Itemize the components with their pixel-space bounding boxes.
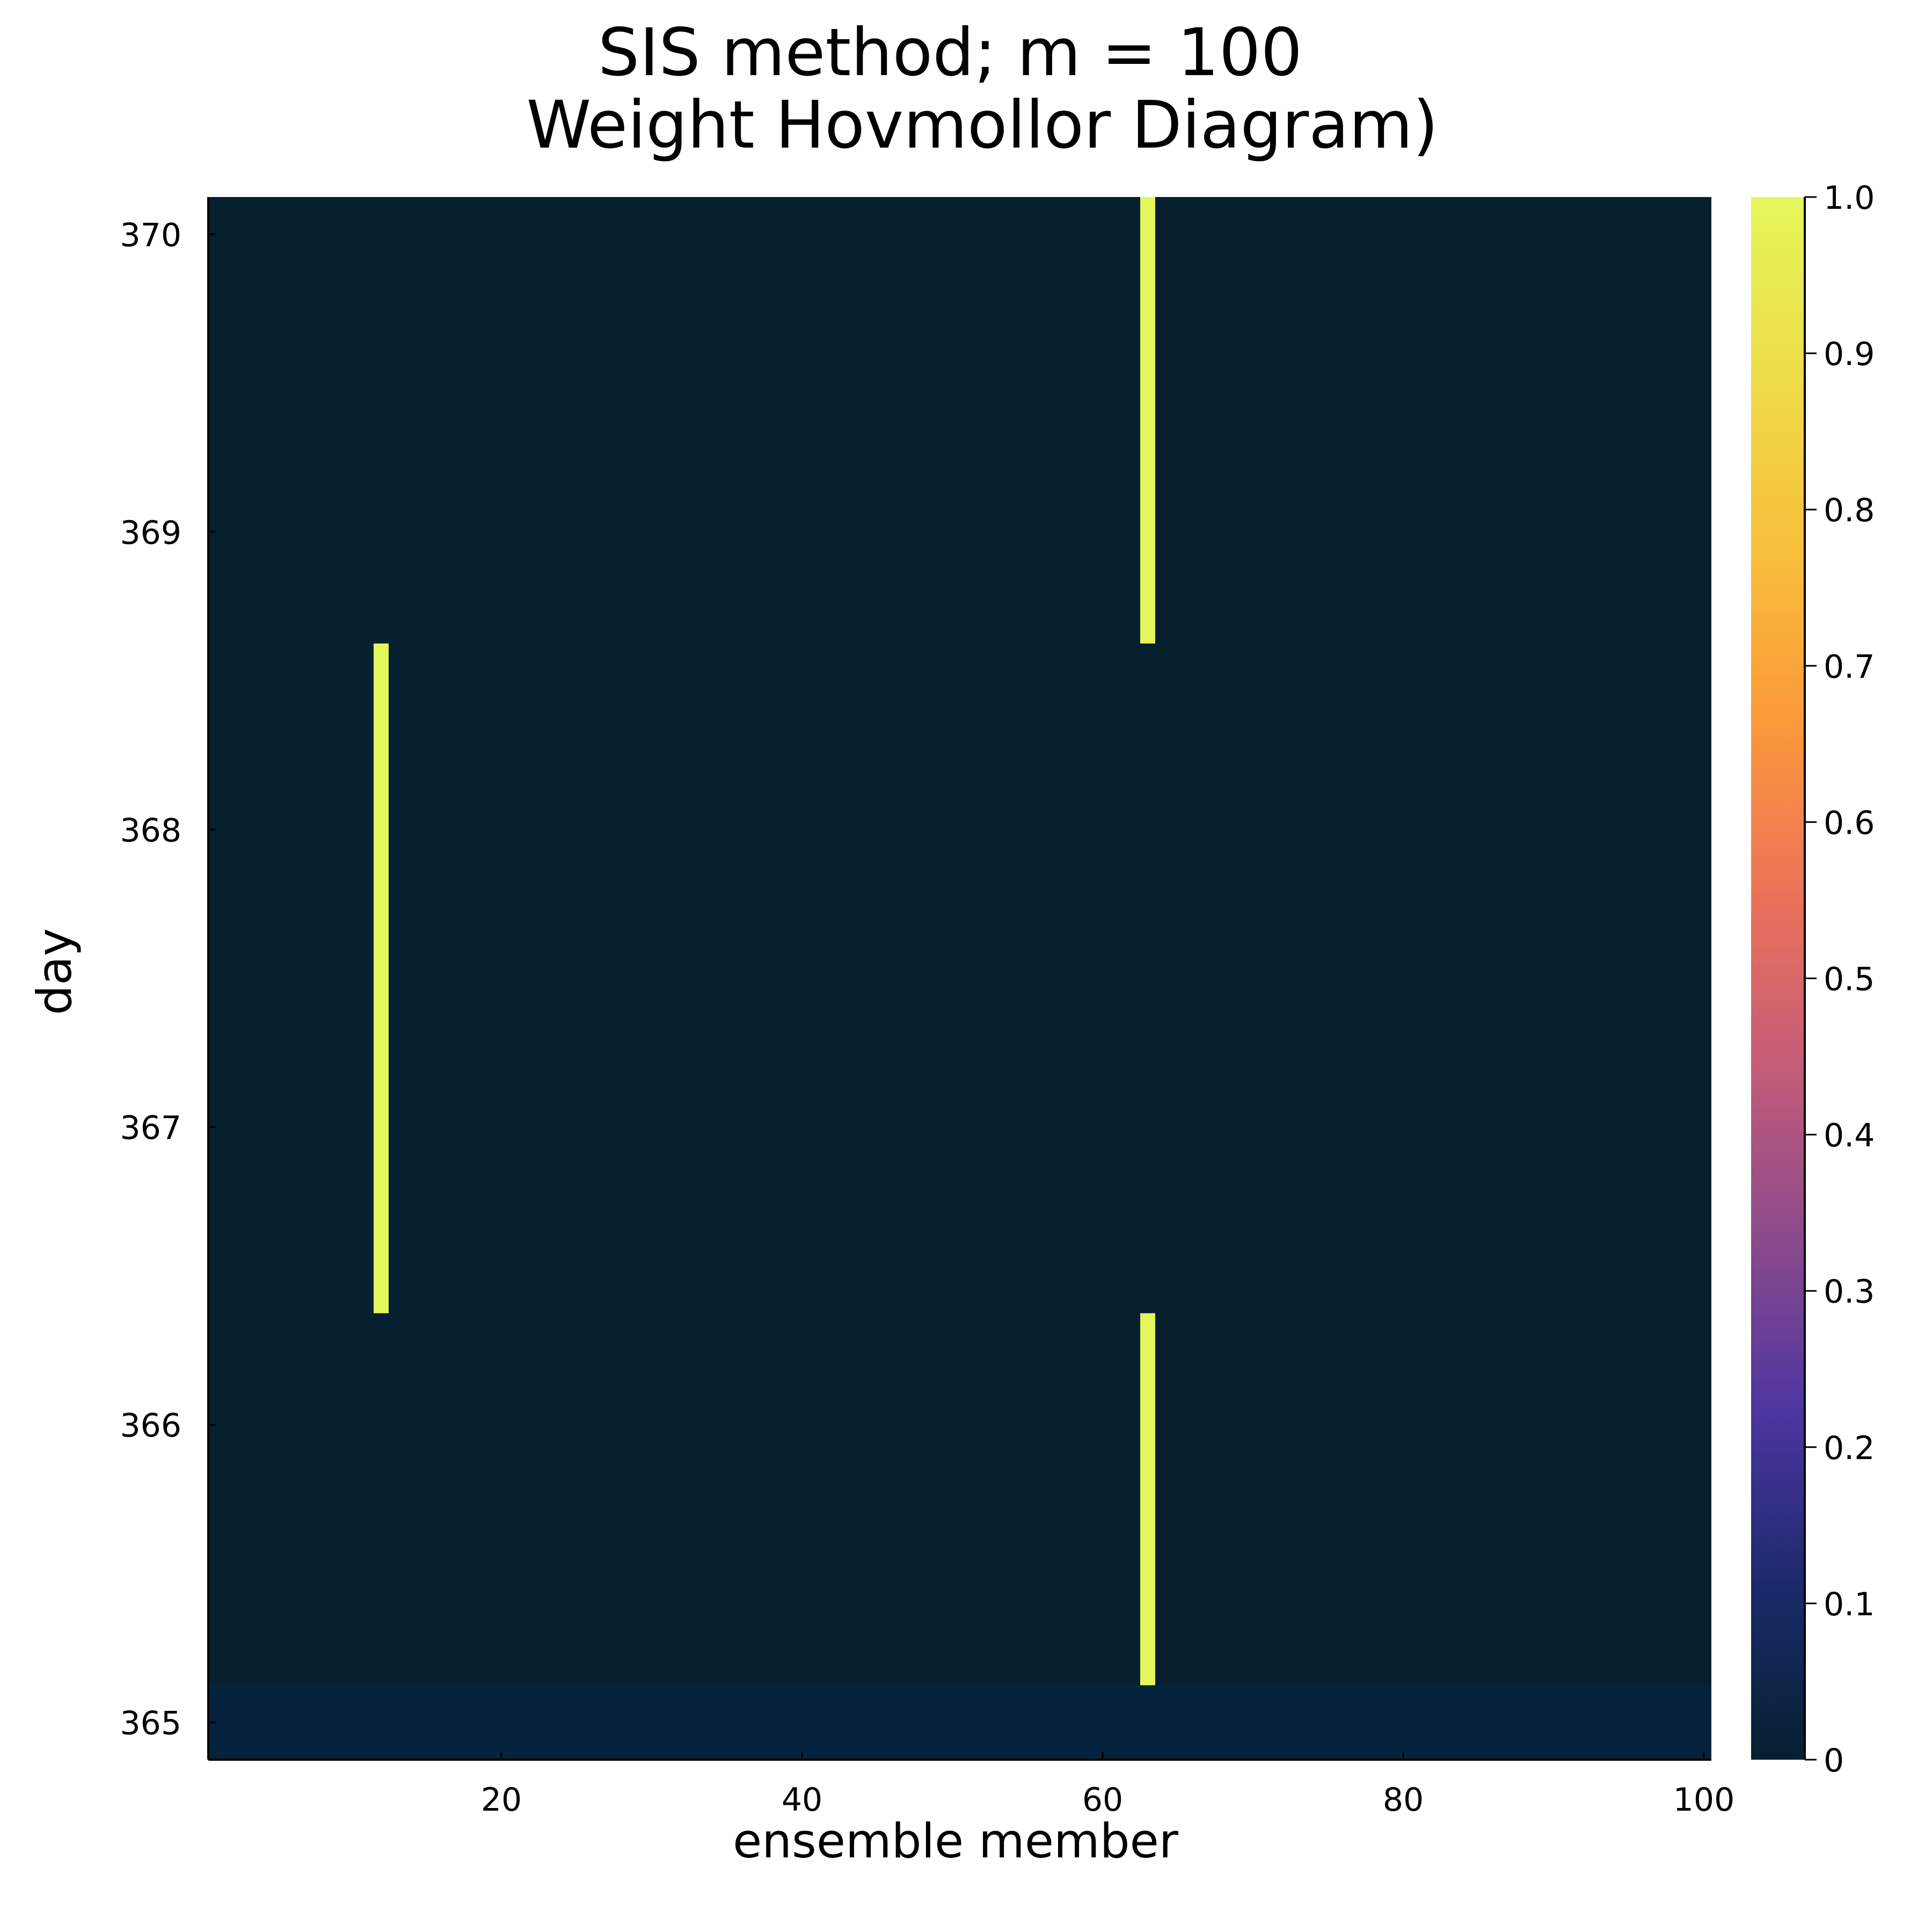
colorbar-tick-label-0.9: 0.9	[1824, 336, 1875, 373]
y-axis: 365 366 367 368 369 370	[120, 216, 216, 1743]
heatmap-cell-member-12-1	[374, 643, 389, 1314]
colorbar-tick-label-0.5: 0.5	[1824, 961, 1875, 998]
y-tick-label-369: 369	[120, 514, 181, 552]
colorbar-tick-label-0.7: 0.7	[1824, 648, 1875, 686]
x-tick-label-40: 40	[782, 1781, 822, 1819]
y-tick-label-366: 366	[120, 1407, 181, 1445]
y-axis-label: day	[27, 928, 82, 1015]
x-tick-label-100: 100	[1673, 1781, 1735, 1819]
colorbar-tick-label-0.6: 0.6	[1824, 804, 1875, 842]
colorbar-gradient	[1751, 197, 1805, 1760]
chart-subtitle: Weight Hovmollor Diagram)	[527, 87, 1439, 163]
colorbar-tick-label-0.1: 0.1	[1824, 1586, 1875, 1623]
heatmap-background	[208, 197, 1711, 1760]
x-tick-label-20: 20	[481, 1781, 522, 1819]
heatmap-cell-member-63-2	[1140, 197, 1155, 644]
colorbar-tick-label-0.2: 0.2	[1824, 1430, 1875, 1467]
x-axis-label: ensemble member	[733, 1813, 1179, 1869]
x-axis: 20 40 60 80 100	[481, 1752, 1734, 1819]
colorbar-tick-label-1.0: 1.0	[1824, 179, 1875, 217]
y-tick-label-368: 368	[120, 812, 181, 849]
colorbar-tick-label-0: 0	[1824, 1742, 1844, 1780]
x-tick-label-80: 80	[1383, 1781, 1424, 1819]
x-tick-label-60: 60	[1082, 1781, 1123, 1819]
heatmap-row-day-365	[208, 1685, 1711, 1760]
y-tick-label-365: 365	[120, 1705, 181, 1743]
chart-title: SIS method; m = 100	[598, 14, 1302, 91]
colorbar-tick-label-0.8: 0.8	[1824, 492, 1875, 529]
colorbar-tick-label-0.4: 0.4	[1824, 1117, 1875, 1155]
colorbar: 0 0.1 0.2 0.3 0.4 0.5 0.6 0.7 0.8 0.9 1.0	[1751, 179, 1875, 1780]
colorbar-tick-label-0.3: 0.3	[1824, 1273, 1875, 1311]
y-tick-label-367: 367	[120, 1110, 181, 1147]
heatmap-cell-member-63-0	[1140, 1313, 1155, 1686]
plot-area	[207, 197, 1711, 1761]
y-tick-label-370: 370	[120, 216, 181, 254]
